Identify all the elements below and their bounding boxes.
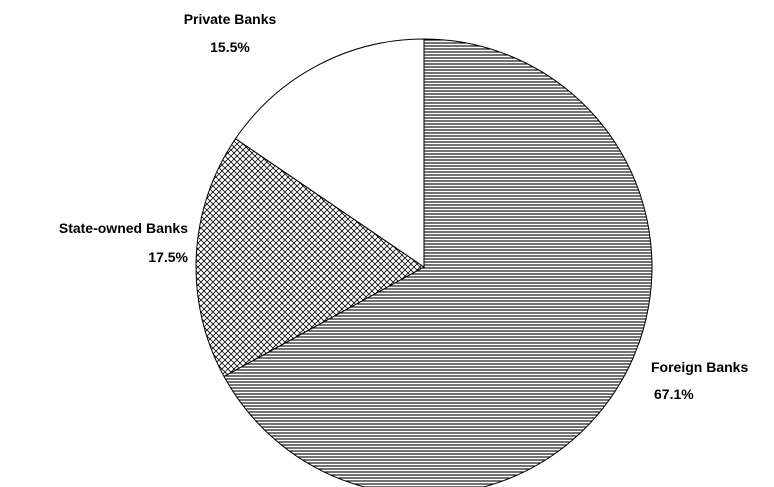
slice-value-foreign-banks: 67.1% bbox=[654, 386, 694, 402]
slice-value-state-owned-banks: 17.5% bbox=[148, 249, 188, 265]
pie-slice-state-owned-banks bbox=[195, 137, 425, 378]
pie-slices bbox=[195, 38, 653, 487]
pie-slice-private-banks bbox=[234, 38, 425, 268]
slice-label-state-owned-banks: State-owned Banks bbox=[59, 220, 188, 236]
slice-label-private-banks: Private Banks bbox=[184, 11, 277, 27]
slice-value-private-banks: 15.5% bbox=[210, 39, 250, 55]
pie-slice-foreign-banks bbox=[223, 38, 653, 487]
slice-label-foreign-banks: Foreign Banks bbox=[651, 359, 748, 375]
pie-labels: Foreign Banks 67.1% State-owned Banks 17… bbox=[59, 11, 749, 402]
